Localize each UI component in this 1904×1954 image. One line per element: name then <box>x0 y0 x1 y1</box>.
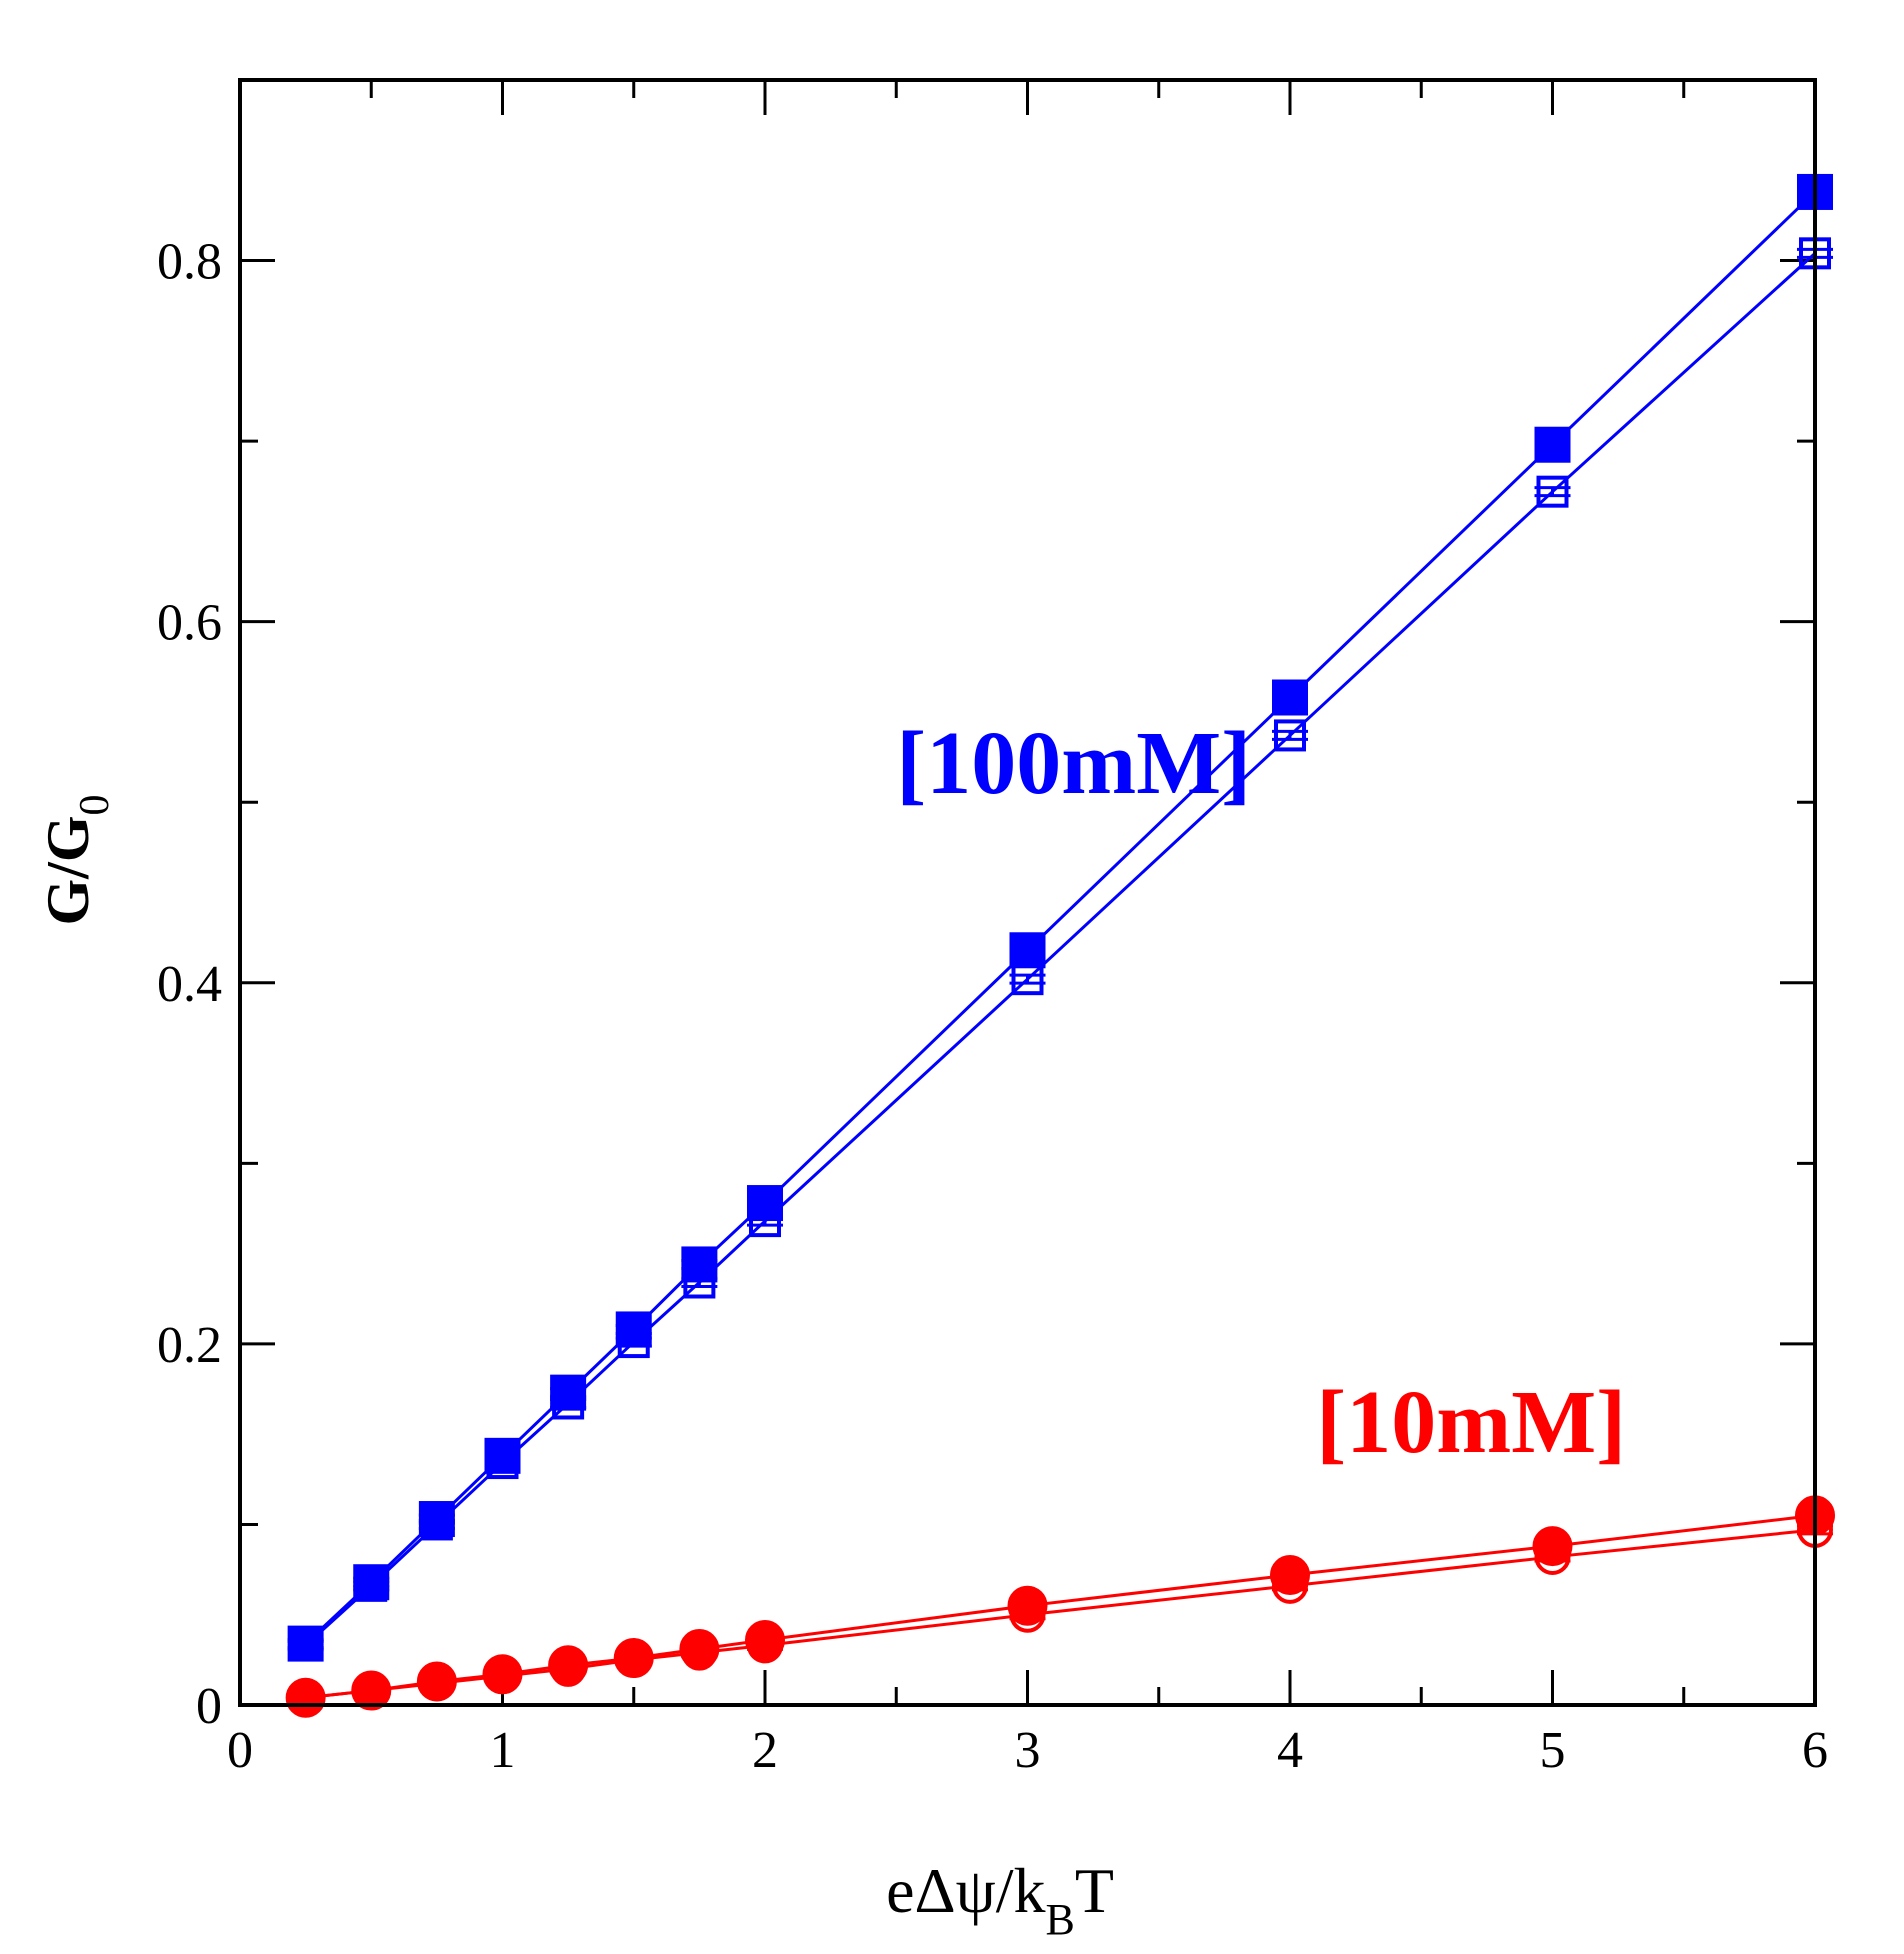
x-tick-label: 2 <box>752 1722 778 1779</box>
x-tick-label: 6 <box>1802 1722 1828 1779</box>
x-axis-title: eΔψ/kBT <box>886 1855 1114 1944</box>
data-point-open-circle <box>550 1650 587 1687</box>
tick-labels: 0 1 2 3 4 5 6 0 0.2 0.4 0.6 0.8 <box>157 234 1828 1779</box>
series-100mm-open <box>287 237 1833 1662</box>
series-10mm-open <box>287 1511 1833 1716</box>
y-tick-label: 0.6 <box>157 595 222 652</box>
series-line <box>305 1528 1816 1700</box>
data-point-open-square <box>1274 719 1306 752</box>
data-point-filled-square <box>1272 679 1308 716</box>
data-point-open-circle <box>1534 1538 1571 1575</box>
data-point-open-square <box>552 1387 585 1420</box>
y-axis-title: G/G0 <box>35 794 118 925</box>
y-axis-title-main: G/G <box>35 815 101 925</box>
data-point-open-square <box>289 1629 322 1662</box>
data-point-filled-square <box>1534 426 1571 463</box>
data-point-open-square <box>1011 963 1044 996</box>
y-tick-label: 0 <box>196 1678 222 1735</box>
data-point-open-circle <box>418 1665 455 1702</box>
data-point-open-circle <box>484 1658 521 1695</box>
x-tick-label: 5 <box>1540 1722 1566 1779</box>
data-point-open-square <box>683 1266 716 1299</box>
data-point-open-square <box>486 1447 519 1480</box>
series-line <box>304 252 1817 1647</box>
y-axis-title-sub: 0 <box>72 794 118 815</box>
series-100mm-filled <box>287 173 1833 1662</box>
data-point-open-square <box>749 1205 781 1238</box>
x-tick-label: 1 <box>490 1722 516 1779</box>
data-point-open-square <box>420 1508 453 1541</box>
annotation-label: [100mM] <box>896 714 1251 813</box>
x-tick-label: 4 <box>1277 1722 1303 1779</box>
data-point-filled-square <box>681 1246 718 1283</box>
x-axis-title-sub: B <box>1045 1895 1074 1944</box>
data-series <box>285 173 1835 1718</box>
y-tick-label: 0.8 <box>157 234 222 291</box>
x-tick-label: 0 <box>227 1722 253 1779</box>
x-axis-title-tail: T <box>1075 1855 1114 1926</box>
data-point-open-circle <box>287 1679 324 1716</box>
data-point-open-circle <box>681 1634 718 1671</box>
x-axis-title-main: eΔψ/k <box>886 1855 1045 1926</box>
plot-frame <box>238 78 1817 1707</box>
y-tick-label: 0.4 <box>157 956 222 1013</box>
data-point-open-square <box>1536 475 1569 508</box>
data-point-open-circle <box>1009 1596 1046 1633</box>
data-point-open-circle <box>1272 1567 1308 1604</box>
data-point-filled-square <box>747 1185 783 1222</box>
annotation-label: [10mM] <box>1316 1373 1626 1472</box>
data-point-open-circle <box>615 1641 652 1678</box>
annotations: [100mM] [10mM] <box>896 714 1626 1472</box>
data-point-open-square <box>355 1569 388 1602</box>
series-line <box>305 1513 1816 1700</box>
data-point-filled-square <box>1009 932 1046 969</box>
data-point-open-circle <box>747 1627 783 1664</box>
x-tick-label: 3 <box>1015 1722 1041 1779</box>
y-tick-label: 0.2 <box>157 1317 222 1374</box>
data-point-open-square <box>617 1326 650 1359</box>
